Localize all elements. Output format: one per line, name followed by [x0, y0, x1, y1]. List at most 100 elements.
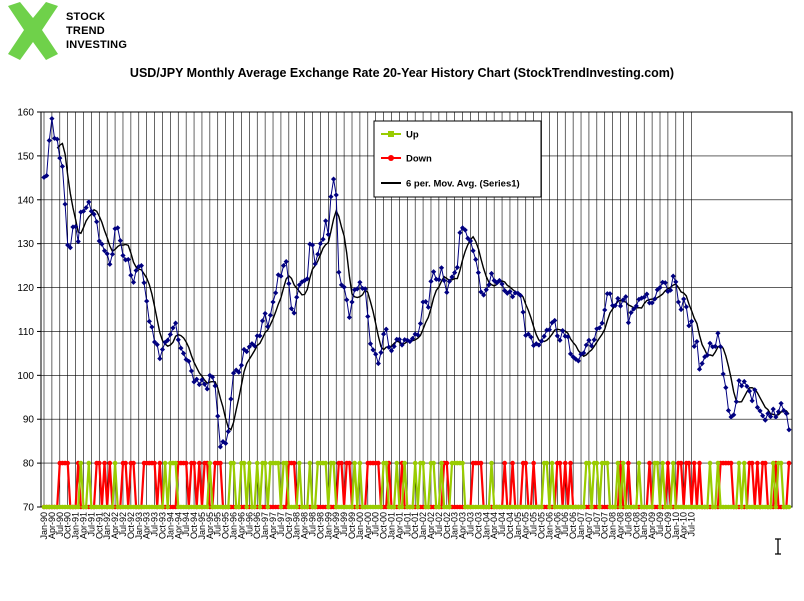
x-tick-label: Apr-01: [394, 512, 404, 539]
y-tick-label: 140: [17, 195, 34, 206]
x-tick-label: Jul-01: [402, 512, 412, 537]
data-point: [91, 211, 97, 217]
data-point: [536, 342, 542, 348]
up-point: [586, 460, 592, 466]
up-point: [252, 504, 257, 510]
data-point: [315, 251, 321, 257]
data-point: [739, 383, 745, 389]
data-point: [259, 318, 266, 324]
data-point: [217, 444, 223, 450]
data-point: [128, 272, 134, 278]
up-point: [670, 460, 676, 466]
data-point: [596, 325, 603, 331]
data-point: [610, 302, 616, 309]
data-point: [362, 286, 368, 292]
data-point: [65, 242, 71, 248]
x-tick-label: Jan-08: [608, 512, 618, 540]
data-point: [270, 299, 276, 305]
up-point: [544, 460, 550, 466]
up-point: [349, 504, 355, 510]
data-point: [657, 284, 663, 291]
data-point: [736, 378, 742, 384]
data-point: [144, 298, 150, 304]
data-point: [228, 396, 234, 402]
down-point: [763, 460, 768, 466]
down-point: [96, 460, 102, 466]
data-point: [565, 334, 571, 340]
data-point: [72, 223, 79, 230]
up-point: [236, 504, 242, 510]
up-point: [773, 504, 779, 510]
data-point: [612, 302, 618, 309]
data-point: [686, 323, 692, 329]
data-point: [667, 287, 674, 293]
data-point: [696, 366, 703, 372]
y-tick-label: 80: [23, 459, 35, 470]
data-point: [354, 286, 360, 292]
down-point: [786, 460, 792, 466]
x-tick-label: Jan-06: [544, 512, 554, 540]
up-point: [399, 504, 405, 510]
x-tick-label: Oct-02: [442, 512, 452, 539]
down-point: [152, 460, 157, 466]
data-point: [62, 201, 68, 207]
down-point: [531, 460, 536, 466]
down-point: [218, 460, 223, 466]
data-point: [681, 296, 687, 302]
data-point: [544, 327, 550, 333]
data-point: [212, 383, 218, 389]
data-point: [204, 386, 210, 392]
x-tick-label: Oct-04: [505, 512, 515, 539]
data-point: [320, 236, 326, 242]
data-point: [215, 413, 221, 419]
up-point: [294, 504, 300, 510]
up-point: [426, 504, 431, 510]
down-point: [678, 460, 684, 466]
data-point: [141, 280, 147, 286]
data-point: [525, 331, 531, 337]
data-point: [336, 269, 342, 275]
up-point: [410, 504, 415, 510]
data-point: [731, 412, 737, 418]
up-point: [770, 460, 776, 466]
x-tick-label: Apr-91: [78, 512, 88, 539]
up-point: [655, 460, 660, 466]
down-point: [65, 460, 70, 466]
x-tick-label: Jul-02: [434, 512, 444, 537]
chart-title: USD/JPY Monthly Average Exchange Rate 20…: [129, 66, 675, 80]
x-tick-label: Apr-05: [521, 512, 531, 539]
data-point: [373, 351, 379, 357]
data-point: [588, 343, 595, 349]
down-point: [755, 460, 760, 466]
x-tick-label: Apr-99: [331, 512, 341, 539]
x-tick-label: Jul-99: [339, 512, 349, 537]
data-point: [752, 387, 758, 393]
down-point: [568, 460, 573, 466]
x-tick-label: Apr-02: [426, 512, 436, 539]
up-point: [486, 504, 492, 510]
x-tick-label: Apr-92: [110, 512, 120, 539]
up-point: [620, 460, 626, 466]
data-point: [230, 370, 237, 376]
data-point: [573, 356, 579, 362]
data-point: [710, 344, 716, 350]
data-point: [223, 440, 229, 446]
data-point: [396, 336, 402, 342]
x-tick-label: Jul-06: [560, 512, 570, 537]
data-point: [167, 331, 173, 338]
data-point: [196, 381, 202, 388]
x-tick-label: Jan-90: [39, 512, 49, 540]
legend-label: Down: [406, 154, 432, 165]
data-point: [333, 192, 339, 198]
green-cross-icon: [8, 2, 58, 60]
x-tick-label: Jan-02: [418, 512, 428, 540]
data-point: [704, 352, 710, 358]
up-point: [75, 504, 81, 510]
data-point: [199, 377, 205, 383]
legend-label: 6 per. Mov. Avg. (Series1): [406, 179, 520, 190]
up-point: [78, 460, 84, 466]
data-point: [546, 327, 553, 333]
data-point: [617, 303, 624, 309]
data-point: [349, 299, 355, 305]
data-point: [104, 251, 110, 257]
